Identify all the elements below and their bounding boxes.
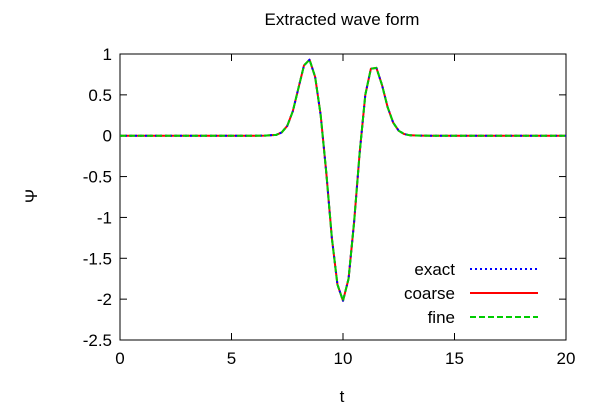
series-line-coarse [120,58,566,302]
x-tick-label: 20 [557,349,576,368]
plot-frame [119,53,567,341]
y-tick-label: 1 [103,45,112,64]
legend-label-coarse: coarse [404,284,455,303]
x-tick-label: 5 [227,349,236,368]
x-tick-label: 15 [445,349,464,368]
legend-label-fine: fine [428,308,455,327]
x-tick-label: 10 [334,349,353,368]
y-tick-label: -1 [97,208,112,227]
x-axis-label: t [340,387,345,406]
y-tick-label: -2.5 [83,331,112,350]
series-layer [120,58,566,302]
y-tick-label: -0.5 [83,168,112,187]
series-line-fine [120,58,566,302]
x-axis-ticks: 0 5 10 15 20 [115,54,575,368]
y-tick-label: 0 [103,127,112,146]
legend: exact coarse fine [404,260,538,327]
y-tick-label: -1.5 [83,249,112,268]
y-tick-label: 0.5 [88,86,112,105]
y-axis-label: Ψ [22,189,41,203]
y-tick-label: -2 [97,290,112,309]
chart-title: Extracted wave form [265,10,420,29]
y-axis-ticks: 1 0.5 0 -0.5 -1 -1.5 -2 -2.5 [83,45,566,350]
x-tick-label: 0 [115,349,124,368]
series-line-exact [120,58,566,302]
legend-label-exact: exact [414,260,455,279]
